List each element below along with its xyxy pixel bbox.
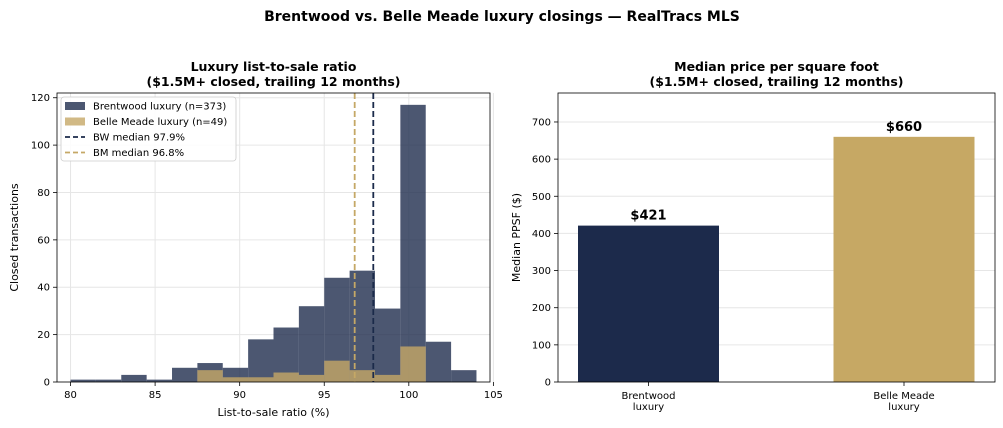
histogram-bar-brentwood — [248, 339, 274, 382]
histogram-bar-belle-meade — [273, 372, 299, 382]
y-tick-label: 400 — [532, 229, 551, 240]
x-tick-label: 105 — [484, 390, 503, 401]
legend-swatch — [65, 117, 85, 126]
histogram-bar-brentwood — [298, 306, 325, 382]
chart-title-line: Luxury list-to-sale ratio — [191, 59, 357, 74]
bar-value-label: $660 — [886, 120, 922, 135]
y-tick-label: 80 — [37, 188, 50, 199]
histogram-bar-brentwood — [425, 341, 452, 382]
x-tick-label: 85 — [149, 390, 162, 401]
y-axis-label: Closed transactions — [8, 183, 21, 292]
chart-title-line: ($1.5M+ closed, trailing 12 months) — [650, 74, 904, 89]
histogram-chart: 80 85 90 95 100 105 0 20 40 60 80 100 120 Luxury list… — [8, 59, 503, 419]
y-tick-label: 200 — [532, 303, 551, 314]
histogram-bar-belle-meade — [400, 346, 426, 382]
histogram-bar-brentwood — [172, 367, 198, 382]
histogram-bar-brentwood — [349, 270, 375, 382]
bar-brentwood — [578, 225, 719, 382]
y-tick-label: 120 — [31, 93, 50, 104]
x-tick-label: 95 — [318, 390, 331, 401]
plot-frame — [557, 92, 996, 383]
x-axis-label: List-to-sale ratio (%) — [217, 406, 329, 419]
bar-value-label: $421 — [630, 209, 666, 224]
y-tick-label: 40 — [37, 283, 50, 294]
legend-entry-label: Belle Meade luxury (n=49) — [93, 117, 227, 128]
category-label-line: luxury — [633, 402, 664, 413]
chart-title-line: ($1.5M+ closed, trailing 12 months) — [147, 74, 401, 89]
y-axis-label: Median PPSF ($) — [510, 193, 523, 282]
bar-belle-meade — [833, 136, 975, 382]
x-tick-label: 90 — [233, 390, 246, 401]
figure-title: Brentwood vs. Belle Meade luxury closing… — [264, 9, 740, 25]
y-tick-label: 100 — [532, 340, 551, 351]
y-tick-label: 700 — [532, 117, 551, 128]
histogram-bar-belle-meade — [298, 374, 325, 382]
y-tick-label: 500 — [532, 192, 551, 203]
legend-swatch — [65, 102, 85, 110]
histogram-bar-brentwood — [95, 379, 122, 382]
histogram-bar-belle-meade — [374, 374, 401, 382]
histogram-bar-belle-meade — [324, 360, 350, 382]
legend-box — [60, 96, 237, 162]
histogram-bar-belle-meade — [349, 370, 375, 382]
legend-entry-label: Brentwood luxury (n=373) — [93, 102, 226, 113]
legend: Brentwood luxury (n=373) Belle Meade luxu… — [60, 96, 237, 162]
histogram-bar-belle-meade — [248, 377, 274, 382]
chart-title-line: Median price per square foot — [674, 59, 879, 74]
category-label-line: Belle Meade — [873, 391, 934, 402]
x-tick-label: 80 — [64, 390, 77, 401]
y-tick-label: 20 — [37, 330, 50, 341]
category-label-line: Brentwood — [622, 391, 676, 402]
y-tick-label: 600 — [532, 155, 551, 166]
histogram-bar-brentwood — [374, 308, 401, 382]
legend-entry-label: BM median 96.8% — [93, 148, 184, 159]
y-tick-label: 0 — [44, 378, 50, 389]
legend-entry-label: BW median 97.9% — [93, 133, 185, 144]
histogram-bar-belle-meade — [222, 377, 249, 382]
histogram-bar-brentwood — [146, 379, 173, 382]
histogram-bar-belle-meade — [197, 370, 223, 382]
y-tick-label: 300 — [532, 266, 551, 277]
histogram-bar-brentwood — [451, 370, 477, 382]
histogram-bar-brentwood — [70, 379, 96, 382]
plot-frame — [56, 92, 491, 383]
y-tick-label: 60 — [37, 235, 50, 246]
category-label-line: luxury — [888, 402, 919, 413]
x-tick-label: 100 — [399, 390, 418, 401]
y-tick-label: 0 — [545, 378, 551, 389]
y-tick-label: 100 — [31, 141, 50, 152]
histogram-bar-brentwood — [121, 374, 147, 382]
histogram-bar-brentwood — [400, 104, 426, 382]
